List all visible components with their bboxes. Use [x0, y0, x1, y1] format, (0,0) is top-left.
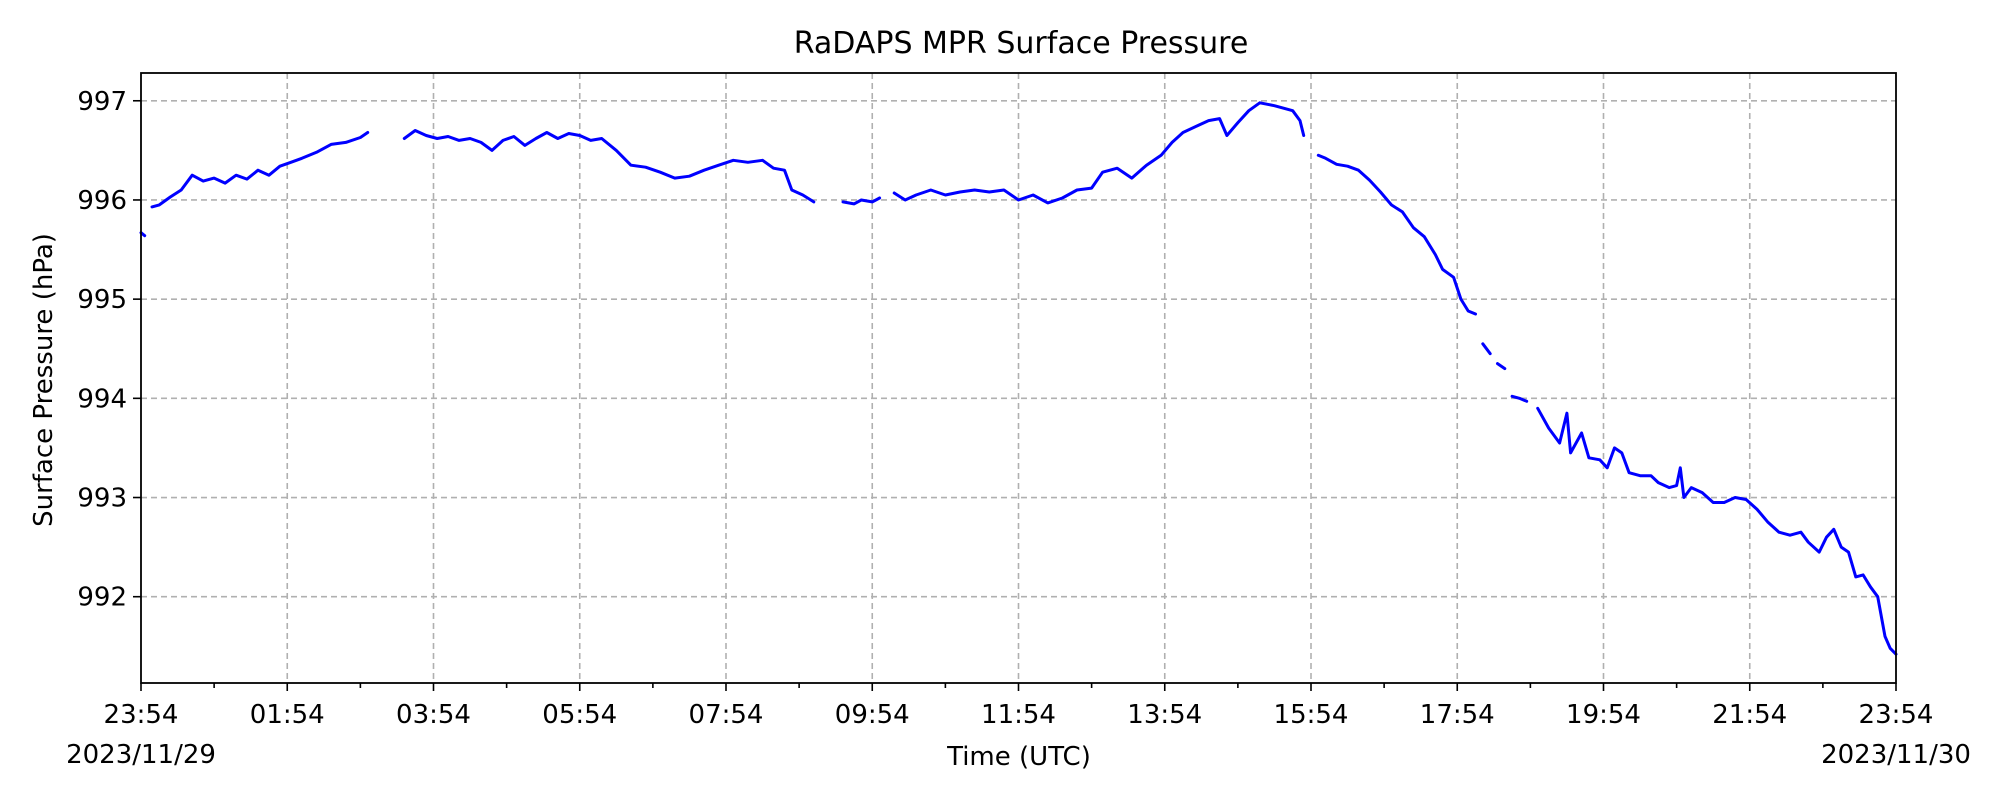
pressure-line-segment: [1316, 153, 1477, 316]
x-tick-label: 03:54: [396, 700, 471, 730]
x-tick-label: 23:54: [104, 700, 179, 730]
x-tick-label: 05:54: [542, 700, 617, 730]
x-tick-label: 11:54: [981, 700, 1056, 730]
x-date-label: 2023/11/30: [1821, 740, 1971, 770]
x-tick-label: 07:54: [689, 700, 764, 730]
pressure-line-segment: [1481, 342, 1492, 356]
chart-title: RaDAPS MPR Surface Pressure: [794, 26, 1249, 61]
axis-ticks: 23:54 01:54 03:54 05:54 07:54 09:54 11:54 13:54…: [66, 87, 1971, 770]
x-tick-label: 09:54: [835, 700, 910, 730]
y-tick-label: 996: [77, 186, 127, 216]
x-date-label: 2023/11/29: [66, 740, 216, 770]
pressure-line-segment: [1536, 406, 1898, 656]
x-tick-label: 13:54: [1127, 700, 1202, 730]
grid-lines: [141, 73, 1896, 683]
pressure-line-segment: [402, 129, 816, 204]
x-tick-label: 19:54: [1566, 700, 1641, 730]
series-layer: [139, 101, 1898, 656]
y-tick-label: 994: [77, 384, 127, 414]
pressure-line-segment: [841, 196, 882, 206]
x-tick-label: 15:54: [1274, 700, 1349, 730]
y-tick-label: 995: [77, 285, 127, 315]
y-axis-label: Surface Pressure (hPa): [29, 233, 59, 527]
y-tick-label: 997: [77, 87, 127, 117]
x-axis-label: Time (UTC): [946, 742, 1091, 772]
pressure-line-segment: [892, 101, 1306, 205]
y-tick-label: 993: [77, 484, 127, 514]
pressure-line-segment: [150, 131, 370, 209]
pressure-line-segment: [1510, 394, 1529, 403]
x-tick-label: 01:54: [250, 700, 325, 730]
x-tick-label: 23:54: [1859, 700, 1934, 730]
y-tick-label: 992: [77, 583, 127, 613]
x-tick-label: 21:54: [1712, 700, 1787, 730]
x-tick-label: 17:54: [1420, 700, 1495, 730]
pressure-line-segment: [1496, 362, 1507, 371]
